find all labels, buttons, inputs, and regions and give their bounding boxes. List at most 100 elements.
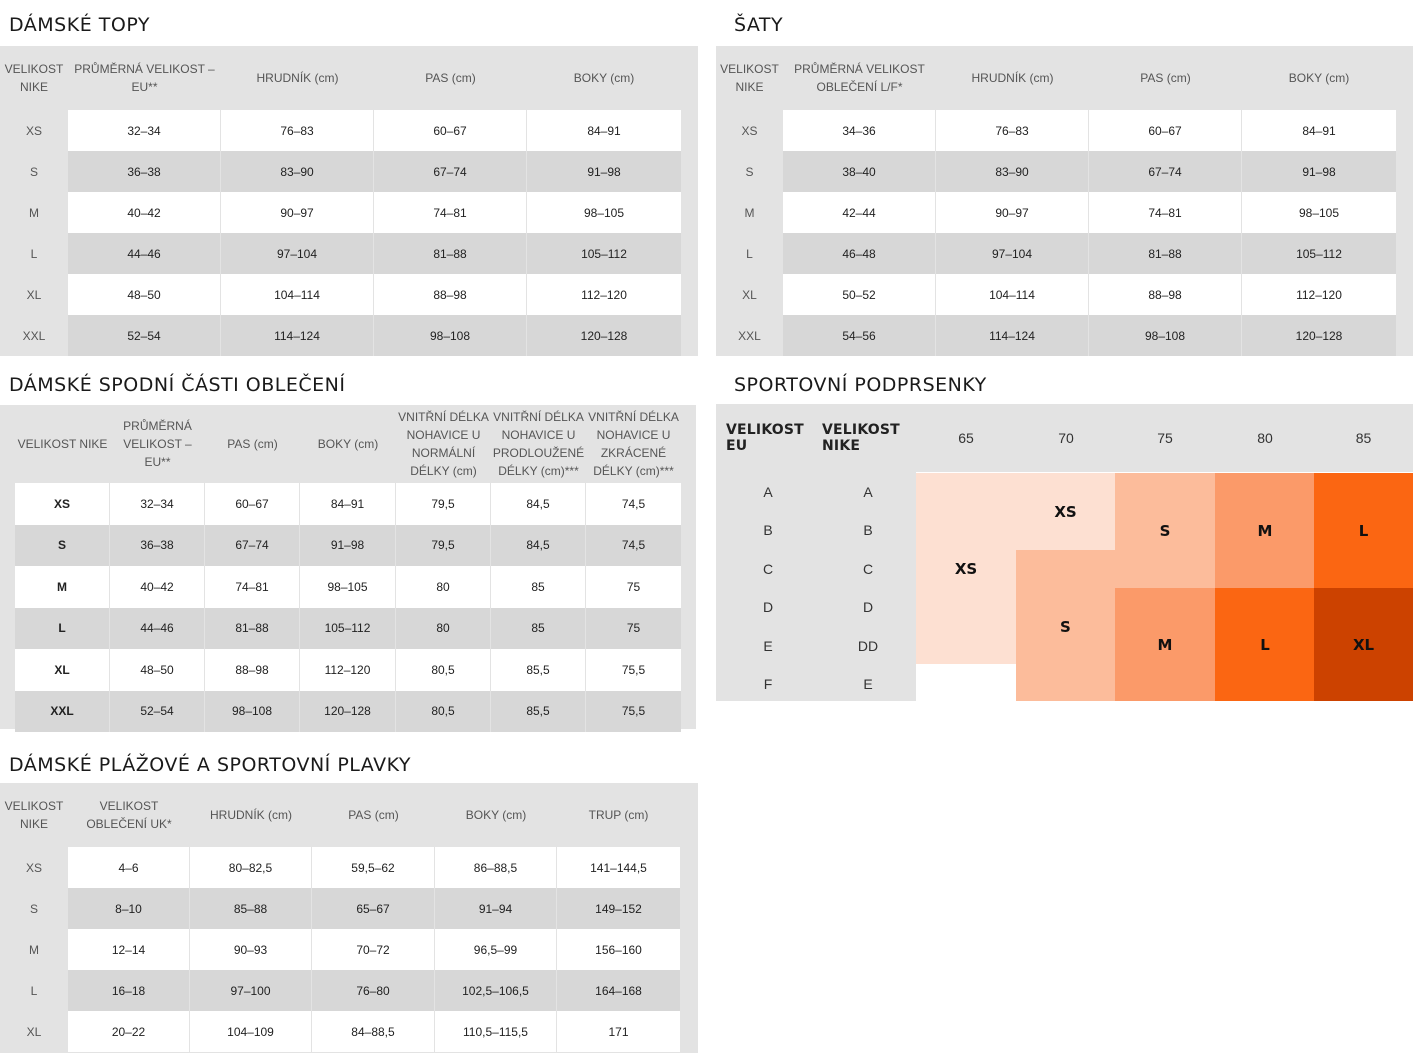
row-size-label: M — [29, 942, 39, 957]
column-header: PAS (cm) — [348, 808, 399, 822]
table-cell: 52–54 — [110, 690, 205, 732]
column-header: VELIKOST OBLEČENÍ UK* — [86, 799, 172, 831]
column-header: PRŮMĚRNÁ VELIKOST – EU** — [74, 62, 215, 94]
table-cell: 36–38 — [68, 151, 221, 192]
bras-cup-nike: C — [862, 561, 874, 577]
table-cell: 44–46 — [68, 233, 221, 274]
bras-cup-eu: E — [763, 638, 773, 654]
table-cell: 76–83 — [936, 110, 1089, 151]
row-size-label: XL — [26, 1024, 42, 1039]
table-cell: 98–108 — [205, 690, 300, 732]
table-padding — [1396, 151, 1413, 192]
table-cell: 44–46 — [110, 607, 205, 649]
table-padding — [0, 649, 15, 691]
table-padding — [1396, 233, 1413, 274]
table-padding — [681, 151, 698, 192]
table-cell: 112–120 — [1242, 274, 1396, 315]
table-cell: 83–90 — [221, 151, 374, 192]
table-cell: 91–94 — [435, 888, 557, 929]
table-cell: 80,5 — [396, 690, 491, 732]
section-title-swimwear: DÁMSKÉ PLÁŽOVÉ A SPORTOVNÍ PLAVKY — [9, 754, 411, 776]
sports-bras-size-chart: VELIKOST EU VELIKOST NIKE 65 70 75 80 85… — [716, 404, 1413, 701]
bras-cup-nike: B — [863, 522, 873, 538]
table-cell: 104–114 — [221, 274, 374, 315]
table-cell: 81–88 — [1089, 233, 1242, 274]
bras-block-xl: XL — [1314, 588, 1413, 701]
row-size-label: L — [15, 607, 110, 649]
bras-block-xs: XS — [1016, 473, 1115, 550]
table-cell: 91–98 — [527, 151, 681, 192]
column-header: VNITŘNÍ DÉLKA NOHAVICE U NORMÁLNÍ DÉLKY … — [398, 410, 489, 478]
table-cell: 171 — [557, 1011, 680, 1052]
table-cell: 112–120 — [527, 274, 681, 315]
table-padding — [1396, 274, 1413, 315]
column-header: PAS (cm) — [227, 437, 278, 451]
bras-block-m: M — [1215, 473, 1315, 588]
table-padding — [0, 483, 15, 525]
table-cell: 90–97 — [936, 192, 1089, 233]
table-padding — [0, 405, 15, 483]
table-cell: 84–91 — [527, 110, 681, 151]
table-cell: 114–124 — [936, 315, 1089, 356]
table-padding — [681, 608, 696, 650]
table-cell: 48–50 — [68, 274, 221, 315]
row-size-label: L — [746, 246, 753, 261]
table-padding — [0, 566, 15, 608]
table-padding — [680, 847, 698, 888]
bras-cup-eu: B — [763, 522, 773, 538]
table-cell: 104–109 — [190, 1011, 312, 1052]
table-cell: 81–88 — [205, 607, 300, 649]
row-size-label: S — [29, 164, 38, 179]
column-header: VELIKOST NIKE — [4, 799, 64, 831]
table-cell: 98–108 — [374, 315, 527, 356]
row-size-label: XS — [25, 860, 42, 875]
table-cell: 80 — [396, 566, 491, 608]
table-cell: 75,5 — [586, 649, 681, 691]
table-cell: 156–160 — [557, 929, 680, 970]
table-cell: 75,5 — [586, 690, 681, 732]
table-cell: 83–90 — [936, 151, 1089, 192]
table-cell: 84,5 — [491, 524, 586, 566]
table-cell: 88–98 — [205, 649, 300, 691]
column-header: PAS (cm) — [425, 71, 476, 85]
table-padding — [680, 888, 698, 929]
table-padding — [681, 315, 698, 356]
table-cell: 91–98 — [300, 524, 396, 566]
table-cell: 98–108 — [1089, 315, 1242, 356]
column-header: PAS (cm) — [1140, 71, 1191, 85]
bras-cup-nike: E — [863, 676, 873, 692]
table-cell: 105–112 — [1242, 233, 1396, 274]
row-size-label: XS — [741, 123, 758, 138]
column-header: BOKY (cm) — [573, 71, 635, 85]
row-size-label: XXL — [738, 328, 761, 343]
table-cell: 86–88,5 — [435, 847, 557, 888]
table-cell: 40–42 — [68, 192, 221, 233]
table-cell: 67–74 — [1089, 151, 1242, 192]
table-padding — [680, 783, 698, 847]
table-padding — [680, 1011, 698, 1052]
table-cell: 141–144,5 — [557, 847, 680, 888]
table-padding — [681, 405, 696, 483]
table-padding — [1396, 192, 1413, 233]
table-cell: 149–152 — [557, 888, 680, 929]
table-cell: 81–88 — [374, 233, 527, 274]
table-cell: 34–36 — [783, 110, 936, 151]
bras-cup-nike: DD — [857, 638, 879, 654]
column-header: VELIKOST NIKE — [720, 62, 779, 94]
table-cell: 97–100 — [190, 970, 312, 1011]
section-title-bottoms: DÁMSKÉ SPODNÍ ČÁSTI OBLEČENÍ — [9, 374, 346, 396]
bras-band-85: 85 — [1355, 430, 1372, 446]
table-cell: 67–74 — [374, 151, 527, 192]
table-cell: 32–34 — [68, 110, 221, 151]
table-cell: 40–42 — [110, 566, 205, 608]
table-cell: 70–72 — [312, 929, 435, 970]
table-cell: 46–48 — [783, 233, 936, 274]
table-cell: 80,5 — [396, 649, 491, 691]
table-padding — [680, 929, 698, 970]
row-size-label: XL — [26, 287, 42, 302]
table-cell: 16–18 — [68, 970, 190, 1011]
table-cell: 85,5 — [491, 690, 586, 732]
table-cell: 98–105 — [300, 566, 396, 608]
table-cell: 85–88 — [190, 888, 312, 929]
bras-band-70: 70 — [1058, 430, 1074, 446]
